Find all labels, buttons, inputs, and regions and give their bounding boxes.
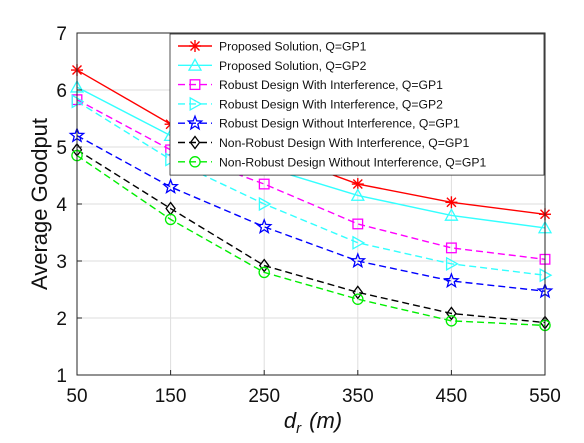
x-tick-label: 50 [66,386,87,407]
legend-box [169,33,545,176]
asterisk-marker [445,196,458,209]
marker-stroke [190,41,200,51]
asterisk-marker [189,40,201,52]
pentagram-marker [255,217,273,234]
legend-label: Robust Design Without Interference, Q=GP… [219,117,460,131]
legend-label: Robust Design With Interference, Q=GP1 [219,78,443,92]
circle-marker [258,266,270,279]
asterisk-marker [351,178,364,191]
square-marker [258,178,270,190]
marker-stroke [446,197,457,208]
legend-label: Non-Robust Design With Interference, Q=G… [219,136,470,150]
legend-label: Non-Robust Design Without Interference, … [219,155,486,169]
legend-item: Robust Design With Interference, Q=GP1 [178,78,443,92]
legend-item: Robust Design With Interference, Q=GP2 [178,96,443,112]
triangle-up-marker [187,57,203,71]
y-tick-label: 2 [56,309,67,330]
series-line [76,99,546,260]
circle-marker [189,156,201,168]
legend-label: Proposed Solution, Q=GP1 [219,40,367,54]
x-axis-label: dr (m) [284,408,342,437]
triangle-right-marker [71,94,85,109]
circle-marker [352,293,364,305]
series-7 [71,149,551,332]
legend-label: Proposed Solution, Q=GP2 [219,59,367,73]
y-tick-label: 5 [56,138,67,159]
legend: Proposed Solution, Q=GP1 Proposed Solutio… [169,33,545,176]
x-tick-label: 250 [248,386,280,407]
triangle-right-marker [445,256,459,271]
y-tick-label: 7 [56,24,67,45]
x-tick-label: 150 [155,386,187,407]
x-tick-label: 350 [342,386,374,407]
triangle-up-marker [350,188,365,201]
triangle-right-marker [258,196,272,212]
x-axis-label-symbol: d [284,408,297,433]
x-tick-label: 450 [436,386,468,407]
x-axis-label-unit: (m) [309,408,342,433]
y-tick-label: 3 [56,252,67,273]
diamond-marker [446,306,457,321]
y-tick-label: 6 [56,81,67,102]
y-tick-label: 4 [56,195,67,216]
series-line [76,154,546,327]
y-tick-label: 1 [56,366,67,387]
tick-group: 50 150 250 350 450 550 1 2 3 4 5 6 7 [56,24,560,407]
square-marker [189,79,201,91]
legend-item: Robust Design Without Interference, Q=GP… [178,114,460,131]
pentagram-marker [186,114,204,131]
series-3 [71,94,551,265]
pentagram-marker [349,252,367,269]
series-line [76,149,546,324]
pentagram-marker [162,178,180,195]
diamond-marker [258,258,270,273]
circle-marker [445,315,458,327]
triangle-right-marker [539,268,553,283]
circle-marker [164,213,177,226]
marker-stroke [352,179,363,190]
series-line [76,86,546,229]
square-marker [352,218,364,230]
diamond-marker [352,285,364,300]
series-line [76,134,546,292]
legend-item: Proposed Solution, Q=GP2 [178,57,367,73]
legend-item: Non-Robust Design With Interference, Q=G… [178,135,470,150]
legend-label: Robust Design With Interference, Q=GP2 [219,97,443,111]
diamond-marker [189,135,201,150]
x-axis-label-subscript: r [296,420,302,437]
triangle-up-marker [444,208,459,221]
series-line [76,100,546,276]
triangle-right-marker [352,235,366,250]
pentagram-marker [442,272,460,289]
square-marker [445,242,457,254]
y-axis-label: Average Goodput [27,118,52,290]
legend-item: Proposed Solution, Q=GP1 [178,40,367,54]
x-tick-label: 550 [529,386,561,407]
legend-item: Non-Robust Design Without Interference, … [178,155,486,169]
triangle-right-marker [189,96,203,112]
